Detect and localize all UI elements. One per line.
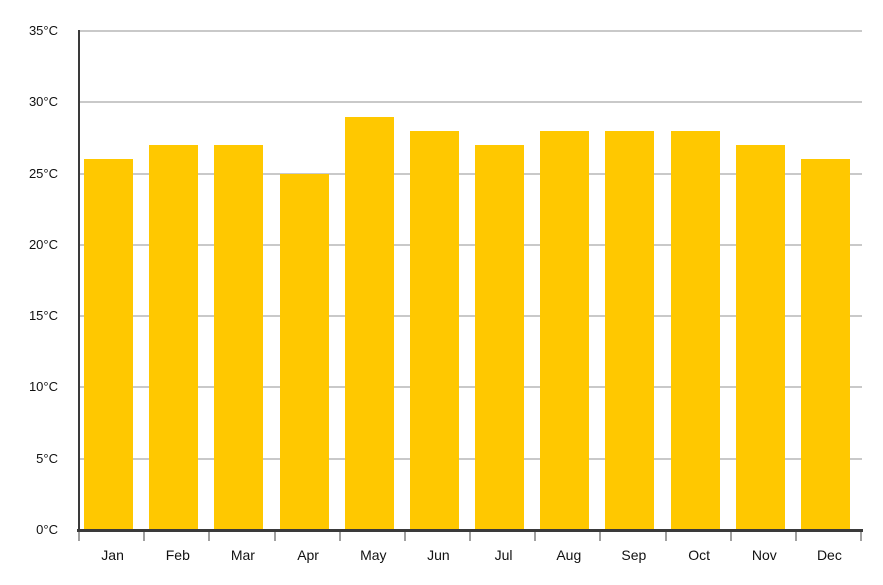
x-axis-label-jun: Jun [427,547,450,563]
x-axis-tick [403,532,406,541]
gridline-35c [80,30,862,32]
x-axis-label-jul: Jul [494,547,513,563]
x-axis-tick [208,532,211,541]
y-axis-label-10c: 10°C [28,379,58,395]
x-axis-tick [338,532,341,541]
x-axis-tick [860,532,862,541]
gridline-10c [80,386,862,389]
x-axis-label-aug: Aug [556,547,582,563]
x-axis-label-dec: Dec [816,547,842,563]
x-axis-label-nov: Nov [751,547,777,563]
x-axis-label-sep: Sep [621,547,647,563]
gridline-30c [80,101,862,104]
x-axis-tick [794,532,797,541]
y-axis-label-20c: 20°C [28,236,58,252]
x-axis-tick [599,532,602,541]
x-axis-label-feb: Feb [165,547,190,563]
bar-feb [149,145,199,530]
bar-apr [279,173,329,530]
bar-jan [84,159,133,530]
x-axis-tick [729,532,732,541]
x-axis-label-apr: Apr [297,547,319,563]
x-axis-label-may: May [360,547,387,563]
x-axis-tick [273,532,276,541]
bar-mar [214,145,264,530]
x-axis-label-oct: Oct [688,547,710,563]
gridline-5c [80,457,862,460]
x-axis-tick [469,532,471,541]
bar-nov [735,145,785,530]
gridline-25c [80,172,862,175]
bar-aug [540,130,590,530]
x-axis-tick [534,532,537,541]
y-axis-label-0c: 0°C [36,522,58,537]
gridline-20c [80,243,862,246]
x-axis-label-jan: Jan [101,547,124,563]
bar-jun [409,130,459,530]
y-axis-label-35c: 35°C [28,23,58,38]
y-axis-label-5c: 5°C [36,450,58,466]
y-axis-label-25c: 25°C [28,165,58,181]
x-axis-label-mar: Mar [230,547,255,563]
x-axis-tick [143,532,146,541]
bar-jul [475,145,524,530]
y-axis-label-15c: 15°C [28,308,58,324]
bar-may [344,116,394,530]
x-axis-line [77,529,863,532]
bar-dec [800,159,850,530]
x-axis-tick [78,532,80,541]
y-axis-label-30c: 30°C [28,94,58,110]
x-axis-tick [664,532,667,541]
y-axis-line [78,30,80,532]
bar-sep [605,130,655,530]
bar-oct [670,130,720,530]
gridline-15c [80,315,862,318]
